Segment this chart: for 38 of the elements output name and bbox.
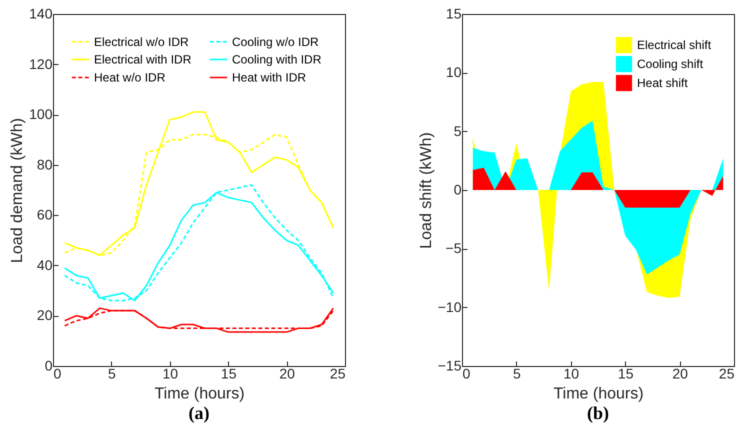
y-tick-label: 10 [446, 64, 462, 80]
y-tick-label: −5 [446, 240, 462, 256]
legend-label: Cooling shift [637, 57, 704, 71]
y-tick-label: 0 [454, 182, 462, 198]
legend-label: Cooling with IDR [232, 52, 322, 66]
y-tick-label: 60 [36, 206, 53, 223]
y-tick-label: 5 [454, 122, 462, 139]
y-tick-label: −10 [438, 298, 462, 315]
x-tick-label: 25 [718, 366, 735, 382]
y-tick-label: 80 [36, 156, 53, 172]
x-tick-label: 25 [330, 366, 346, 382]
legend-label: Cooling w/o IDR [232, 34, 320, 49]
x-axis-title: Time (hours) [553, 386, 644, 402]
y-tick-label: 120 [29, 56, 53, 72]
legend-label: Heat with IDR [232, 70, 306, 84]
y-axis-title: Load demand (kWh) [9, 118, 26, 263]
x-tick-label: 20 [672, 366, 688, 382]
legend-label: Electrical shift [637, 38, 712, 52]
text: (a) [188, 403, 210, 423]
y-tick-label: 100 [29, 106, 53, 122]
text: (b) [587, 403, 610, 423]
x-tick-label: 5 [108, 366, 116, 382]
legend-label: Heat w/o IDR [94, 70, 166, 84]
y-axis-title: Load shift (kWh) [418, 132, 435, 249]
y-tick-label: 15 [446, 6, 462, 22]
x-tick-label: 20 [279, 366, 296, 382]
x-tick-label: 15 [618, 366, 634, 382]
y-tick-label: 20 [36, 307, 53, 324]
x-axis-title: Time (hours) [154, 386, 245, 402]
y-tick-label: 40 [36, 256, 53, 273]
x-tick-label: 5 [513, 366, 521, 382]
y-tick-label: −15 [438, 358, 462, 374]
x-tick-label: 10 [162, 366, 178, 382]
y-tick-label: 140 [29, 6, 53, 22]
legend-label: Electrical with IDR [94, 52, 192, 66]
x-tick-label: 10 [564, 366, 580, 382]
legend-label: Electrical w/o IDR [94, 34, 190, 49]
x-tick-label: 15 [220, 366, 237, 382]
